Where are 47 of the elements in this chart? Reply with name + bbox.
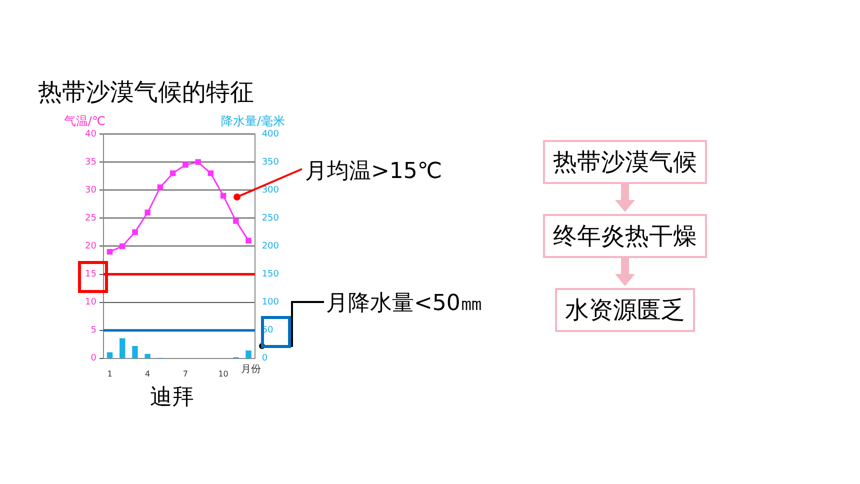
y-tick-label: 10 — [85, 298, 97, 308]
point — [170, 170, 176, 176]
point — [157, 184, 164, 190]
y2-tick-label: 250 — [262, 213, 280, 224]
y2-axis-title: 降水量/毫米 — [220, 114, 285, 128]
text: 迪拜 — [150, 384, 194, 412]
x-tick-label: 7 — [182, 369, 188, 378]
point — [132, 229, 138, 236]
x-tick-label: 4 — [145, 369, 150, 378]
text: 终年炎热干燥 — [543, 214, 707, 258]
y2-tick-label: 0 — [262, 354, 268, 364]
text: 月降水量<50㎜ — [326, 290, 482, 318]
y-tick-label: 25 — [85, 213, 96, 224]
y-tick-label: 40 — [85, 129, 97, 140]
point — [246, 238, 252, 244]
point — [233, 218, 239, 224]
y2-tick-label: 300 — [262, 185, 280, 196]
point — [106, 248, 113, 255]
x-axis-title: 月份 — [240, 364, 261, 375]
text: 热带沙漠气候 — [543, 140, 707, 184]
y-axis-title: 气温/℃ — [64, 114, 106, 128]
y-tick-label: 20 — [85, 242, 97, 252]
x-tick-label: 1 — [107, 369, 112, 378]
bar — [106, 352, 113, 358]
point — [182, 162, 188, 168]
point — [220, 192, 226, 199]
point — [120, 243, 126, 250]
y2-tick-label: 200 — [262, 242, 280, 252]
y-tick-label: 5 — [90, 326, 96, 336]
y-tick-label: 15 — [85, 270, 96, 280]
y-tick-label: 30 — [85, 185, 97, 196]
text: 月均温>15℃ — [305, 158, 442, 186]
x-tick-label: 10 — [218, 369, 228, 378]
y-tick-label: 35 — [85, 157, 96, 168]
chart-title: 热带沙漠气候的特征 — [38, 77, 254, 108]
y2-tick-label: 350 — [262, 157, 280, 168]
bar — [120, 338, 126, 358]
text: 水资源匮乏 — [555, 288, 695, 332]
point — [144, 210, 150, 216]
point — [208, 170, 214, 176]
y2-tick-label: 400 — [262, 129, 280, 140]
point — [195, 159, 201, 165]
bar — [246, 350, 252, 358]
y-tick-label: 0 — [90, 354, 97, 364]
bar — [132, 346, 138, 358]
y2-tick-label: 150 — [262, 270, 280, 280]
y2-tick-label: 100 — [262, 298, 280, 308]
